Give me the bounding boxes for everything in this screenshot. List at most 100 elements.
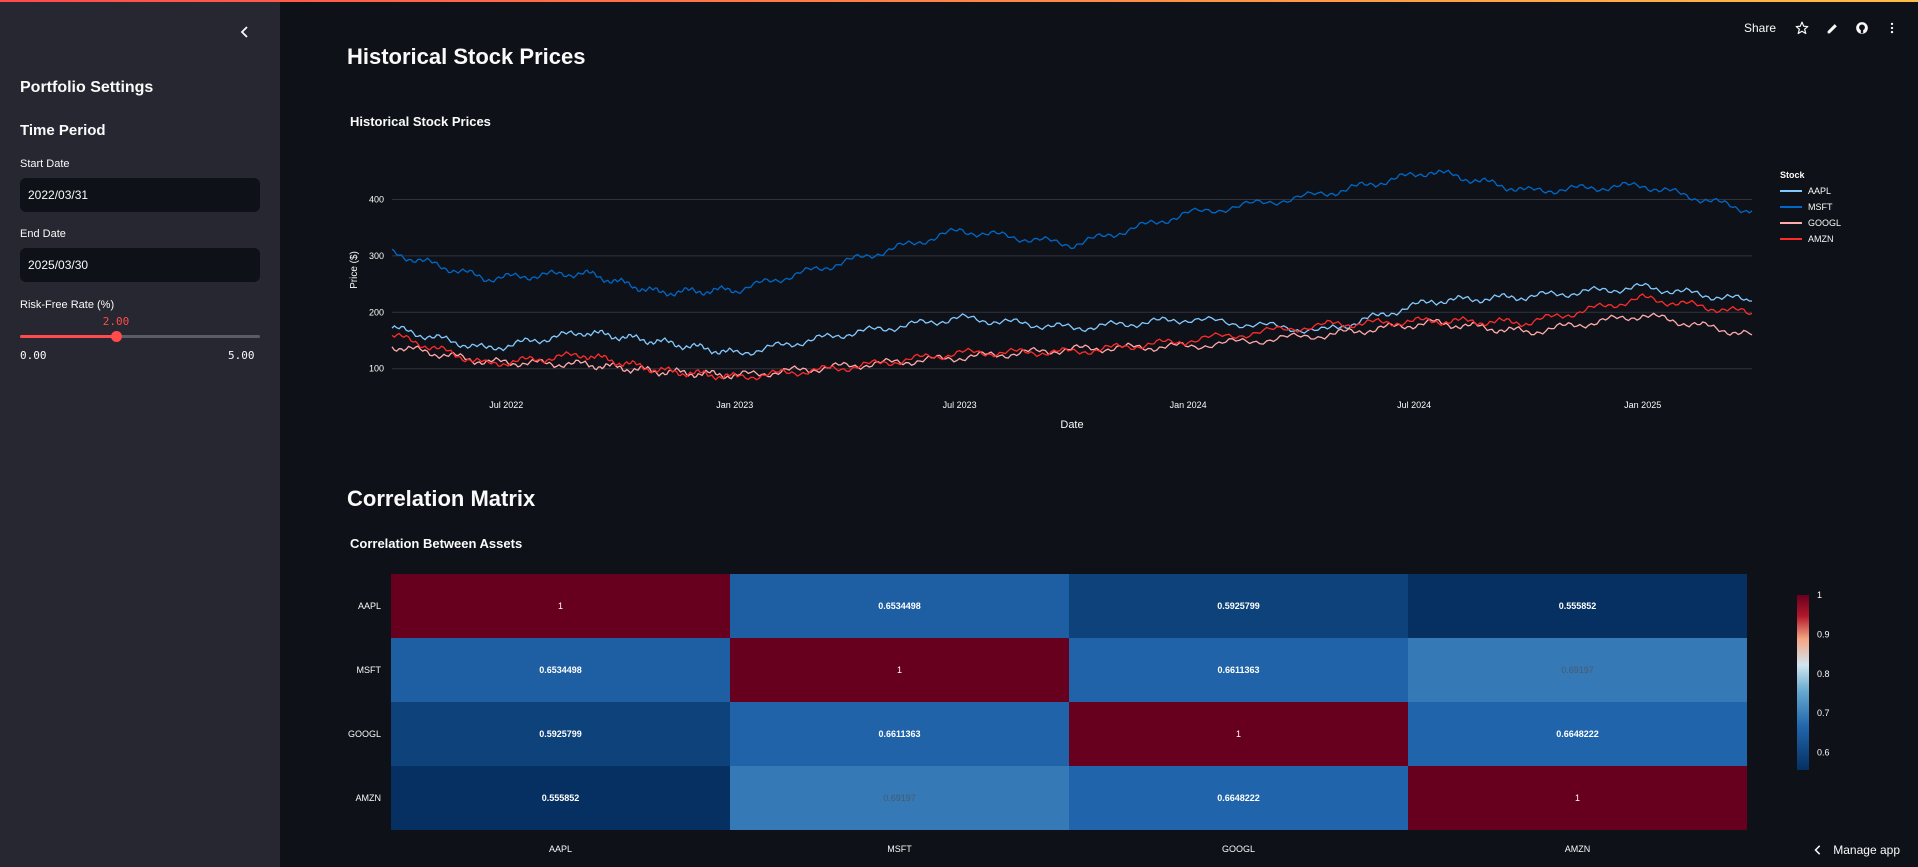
slider-max-label: 5.00: [228, 349, 255, 362]
colorbar-tick-label: 0.9: [1817, 629, 1830, 639]
heatmap-cell: [391, 702, 730, 766]
legend-title: Stock: [1780, 170, 1805, 180]
series-line-msft: [391, 169, 1753, 297]
heatmap-x-label: AMZN: [1565, 844, 1591, 854]
legend-item-msft[interactable]: MSFT: [1780, 202, 1841, 212]
time-period-heading: Time Period: [20, 122, 106, 139]
y-axis-label: Price ($): [349, 251, 360, 289]
heatmap-cell: [730, 702, 1069, 766]
cell-value-label: 0.6611363: [878, 729, 920, 739]
legend-item-aapl[interactable]: AAPL: [1780, 186, 1841, 196]
legend-label: MSFT: [1808, 202, 1833, 212]
legend-swatch: [1780, 238, 1802, 240]
start-date-label: Start Date: [20, 158, 70, 170]
line-chart: 100 200 300 400 Jul 2022 Jan 2023 Jul 2023 Jan …: [349, 169, 1753, 431]
heatmap-cell: [1069, 702, 1408, 766]
cell-value-label: 0.6648222: [1556, 729, 1599, 739]
cell-value-label: 0.6611363: [1217, 665, 1259, 675]
cell-value-label: 0.69197: [1561, 665, 1594, 675]
heatmap-cell: [730, 638, 1069, 702]
heatmap-cell: [1069, 638, 1408, 702]
colorbar-tick-label: 0.6: [1817, 748, 1830, 758]
sidebar: Portfolio Settings Time Period Start Dat…: [0, 0, 280, 867]
start-date-input[interactable]: 2022/03/31: [20, 178, 260, 212]
heatmap-cell: [730, 574, 1069, 638]
y-tick-label: 100: [369, 364, 384, 374]
heatmap-cell: [1408, 574, 1747, 638]
y-tick-label: 300: [369, 251, 384, 261]
correlation-heatmap: 1 0.6534498 0.5925799 0.555852 0.6534498 1 0.6…: [348, 574, 1830, 854]
heatmap-cell: [730, 766, 1069, 830]
heatmap-cell: [391, 638, 730, 702]
manage-app-button[interactable]: Manage app: [1813, 843, 1900, 857]
legend-swatch: [1780, 206, 1802, 208]
slider-thumb[interactable]: [111, 331, 122, 342]
pencil-icon[interactable]: [1824, 20, 1840, 36]
x-tick-label: Jul 2024: [1397, 400, 1431, 410]
heatmap-cell: [1408, 702, 1747, 766]
cell-value-label: 0.5925799: [1217, 601, 1260, 611]
legend-item-googl[interactable]: GOOGL: [1780, 218, 1841, 228]
colorbar: [1797, 595, 1809, 770]
share-button[interactable]: Share: [1743, 21, 1776, 35]
colorbar-tick-label: 0.7: [1817, 708, 1830, 718]
slider-min-label: 0.00: [20, 349, 47, 362]
heatmap-cell: [391, 766, 730, 830]
x-tick-label: Jan 2025: [1624, 400, 1661, 410]
risk-free-rate-slider[interactable]: [20, 331, 260, 342]
colorbar-tick-label: 0.8: [1817, 669, 1830, 679]
collapse-sidebar-button[interactable]: [235, 22, 255, 42]
historical-prices-heading: Historical Stock Prices: [347, 44, 586, 69]
heatmap-y-label: GOOGL: [348, 729, 381, 739]
end-date-input[interactable]: 2025/03/30: [20, 248, 260, 282]
legend-swatch: [1780, 190, 1802, 192]
chevron-left-icon: [240, 26, 248, 38]
x-tick-label: Jul 2023: [943, 400, 977, 410]
star-icon[interactable]: [1794, 20, 1810, 36]
cell-value-label: 0.6648222: [1217, 793, 1260, 803]
slider-fill: [20, 335, 116, 338]
x-tick-label: Jul 2022: [489, 400, 523, 410]
cell-value-label: 1: [897, 665, 902, 675]
legend-swatch: [1780, 222, 1802, 224]
more-vertical-icon[interactable]: [1884, 20, 1900, 36]
heatmap-y-label: AAPL: [358, 601, 381, 611]
heatmap-x-label: AAPL: [549, 844, 572, 854]
series-line-googl: [391, 312, 1753, 380]
manage-app-label: Manage app: [1833, 843, 1900, 857]
x-tick-label: Jan 2024: [1170, 400, 1207, 410]
line-chart-title: Historical Stock Prices: [350, 114, 491, 129]
legend-item-amzn[interactable]: AMZN: [1780, 234, 1841, 244]
series-line-amzn: [391, 293, 1753, 381]
heatmap-cell: [1408, 766, 1747, 830]
cell-value-label: 1: [558, 601, 563, 611]
cell-value-label: 0.555852: [542, 793, 580, 803]
cell-value-label: 0.6534498: [539, 665, 582, 675]
cell-value-label: 1: [1236, 729, 1241, 739]
cell-value-label: 0.555852: [1559, 601, 1597, 611]
heatmap-cell: [391, 574, 730, 638]
cell-value-label: 0.5925799: [539, 729, 582, 739]
heatmap-title: Correlation Between Assets: [350, 536, 523, 551]
risk-free-rate-value: 2.00: [102, 315, 130, 328]
heatmap-cell: [1408, 638, 1747, 702]
colorbar-tick-label: 1: [1817, 590, 1822, 600]
y-tick-label: 200: [369, 307, 384, 317]
heatmap-x-label: MSFT: [887, 844, 912, 854]
heatmap-cell: [1069, 766, 1408, 830]
x-axis-label: Date: [1060, 419, 1083, 431]
cell-value-label: 0.69197: [883, 793, 916, 803]
github-icon[interactable]: [1854, 20, 1870, 36]
heatmap-x-label: GOOGL: [1222, 844, 1255, 854]
series-line-aapl: [391, 282, 1752, 356]
x-tick-label: Jan 2023: [716, 400, 753, 410]
risk-free-rate-label: Risk-Free Rate (%): [20, 299, 115, 311]
chevron-left-icon: [1814, 845, 1821, 855]
sidebar-title: Portfolio Settings: [20, 79, 154, 96]
header-toolbar: Share: [1744, 20, 1900, 36]
legend-label: AMZN: [1808, 234, 1834, 244]
end-date-label: End Date: [20, 228, 66, 240]
heatmap-y-label: MSFT: [357, 665, 382, 675]
legend-label: GOOGL: [1808, 218, 1842, 228]
legend-label: AAPL: [1808, 186, 1832, 196]
